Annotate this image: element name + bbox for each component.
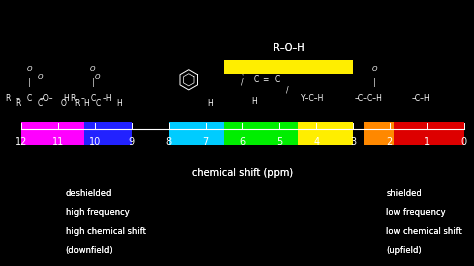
- Text: C: C: [95, 99, 100, 108]
- Text: /: /: [286, 86, 288, 95]
- Text: chemical shift (ppm): chemical shift (ppm): [192, 168, 293, 178]
- Text: (downfield): (downfield): [65, 246, 113, 255]
- Text: C: C: [254, 75, 259, 84]
- Text: C: C: [27, 94, 32, 103]
- Text: 0: 0: [461, 137, 466, 147]
- Text: –H: –H: [102, 94, 112, 103]
- Text: –: –: [81, 94, 84, 103]
- Text: R–O–H: R–O–H: [273, 43, 304, 53]
- Text: O: O: [61, 99, 67, 108]
- Text: |: |: [28, 78, 31, 87]
- Text: –C–H: –C–H: [411, 94, 430, 103]
- Text: 7: 7: [202, 137, 209, 147]
- Text: 2: 2: [387, 137, 393, 147]
- Text: 12: 12: [15, 137, 27, 147]
- Text: (upfield): (upfield): [386, 246, 422, 255]
- Text: O: O: [27, 66, 32, 72]
- Text: 8: 8: [166, 137, 172, 147]
- Text: high frequency: high frequency: [65, 208, 129, 217]
- Text: O: O: [37, 74, 43, 80]
- Text: shielded: shielded: [386, 189, 422, 198]
- Text: C: C: [90, 94, 95, 103]
- Text: low frequency: low frequency: [386, 208, 446, 217]
- Text: 6: 6: [239, 137, 246, 147]
- Text: high chemical shift: high chemical shift: [65, 227, 146, 236]
- Text: H: H: [117, 99, 122, 108]
- Text: –: –: [16, 94, 19, 103]
- Text: O: O: [371, 66, 377, 72]
- Text: \: \: [241, 67, 243, 76]
- Text: high chemical shift: high chemical shift: [65, 227, 146, 236]
- Text: 1: 1: [424, 137, 430, 147]
- Text: 9: 9: [129, 137, 135, 147]
- Text: C: C: [275, 75, 280, 84]
- Text: /: /: [241, 78, 243, 87]
- Text: |: |: [91, 78, 94, 87]
- Text: R: R: [6, 94, 11, 103]
- Text: chemical shift (ppm): chemical shift (ppm): [192, 168, 293, 178]
- Text: |: |: [373, 78, 375, 87]
- Text: deshielded: deshielded: [65, 189, 112, 198]
- Text: H: H: [207, 99, 213, 108]
- Text: H: H: [251, 97, 256, 106]
- Text: high frequency: high frequency: [65, 208, 129, 217]
- Text: =: =: [263, 75, 269, 84]
- Text: R: R: [74, 99, 79, 108]
- Text: (downfield): (downfield): [65, 246, 113, 255]
- Text: H: H: [63, 94, 69, 103]
- Text: C: C: [37, 99, 43, 108]
- Text: 4: 4: [313, 137, 319, 147]
- Text: O: O: [95, 74, 100, 80]
- Text: H: H: [83, 99, 89, 108]
- Text: deshielded: deshielded: [65, 189, 112, 198]
- Text: 5: 5: [276, 137, 283, 147]
- Text: O: O: [90, 66, 96, 72]
- Text: R: R: [15, 99, 20, 108]
- Text: Y–C–H: Y–C–H: [301, 94, 325, 103]
- Text: 3: 3: [350, 137, 356, 147]
- Text: R–O–H: R–O–H: [273, 43, 304, 53]
- Text: 11: 11: [52, 137, 64, 147]
- Text: 10: 10: [89, 137, 101, 147]
- Text: R: R: [70, 94, 75, 103]
- Text: –O–: –O–: [39, 94, 53, 103]
- Text: low frequency: low frequency: [386, 208, 446, 217]
- Text: low chemical shift: low chemical shift: [386, 227, 462, 236]
- Text: low chemical shift: low chemical shift: [386, 227, 462, 236]
- Text: (upfield): (upfield): [386, 246, 422, 255]
- Text: shielded: shielded: [386, 189, 422, 198]
- Text: –C–C–H: –C–C–H: [355, 94, 383, 103]
